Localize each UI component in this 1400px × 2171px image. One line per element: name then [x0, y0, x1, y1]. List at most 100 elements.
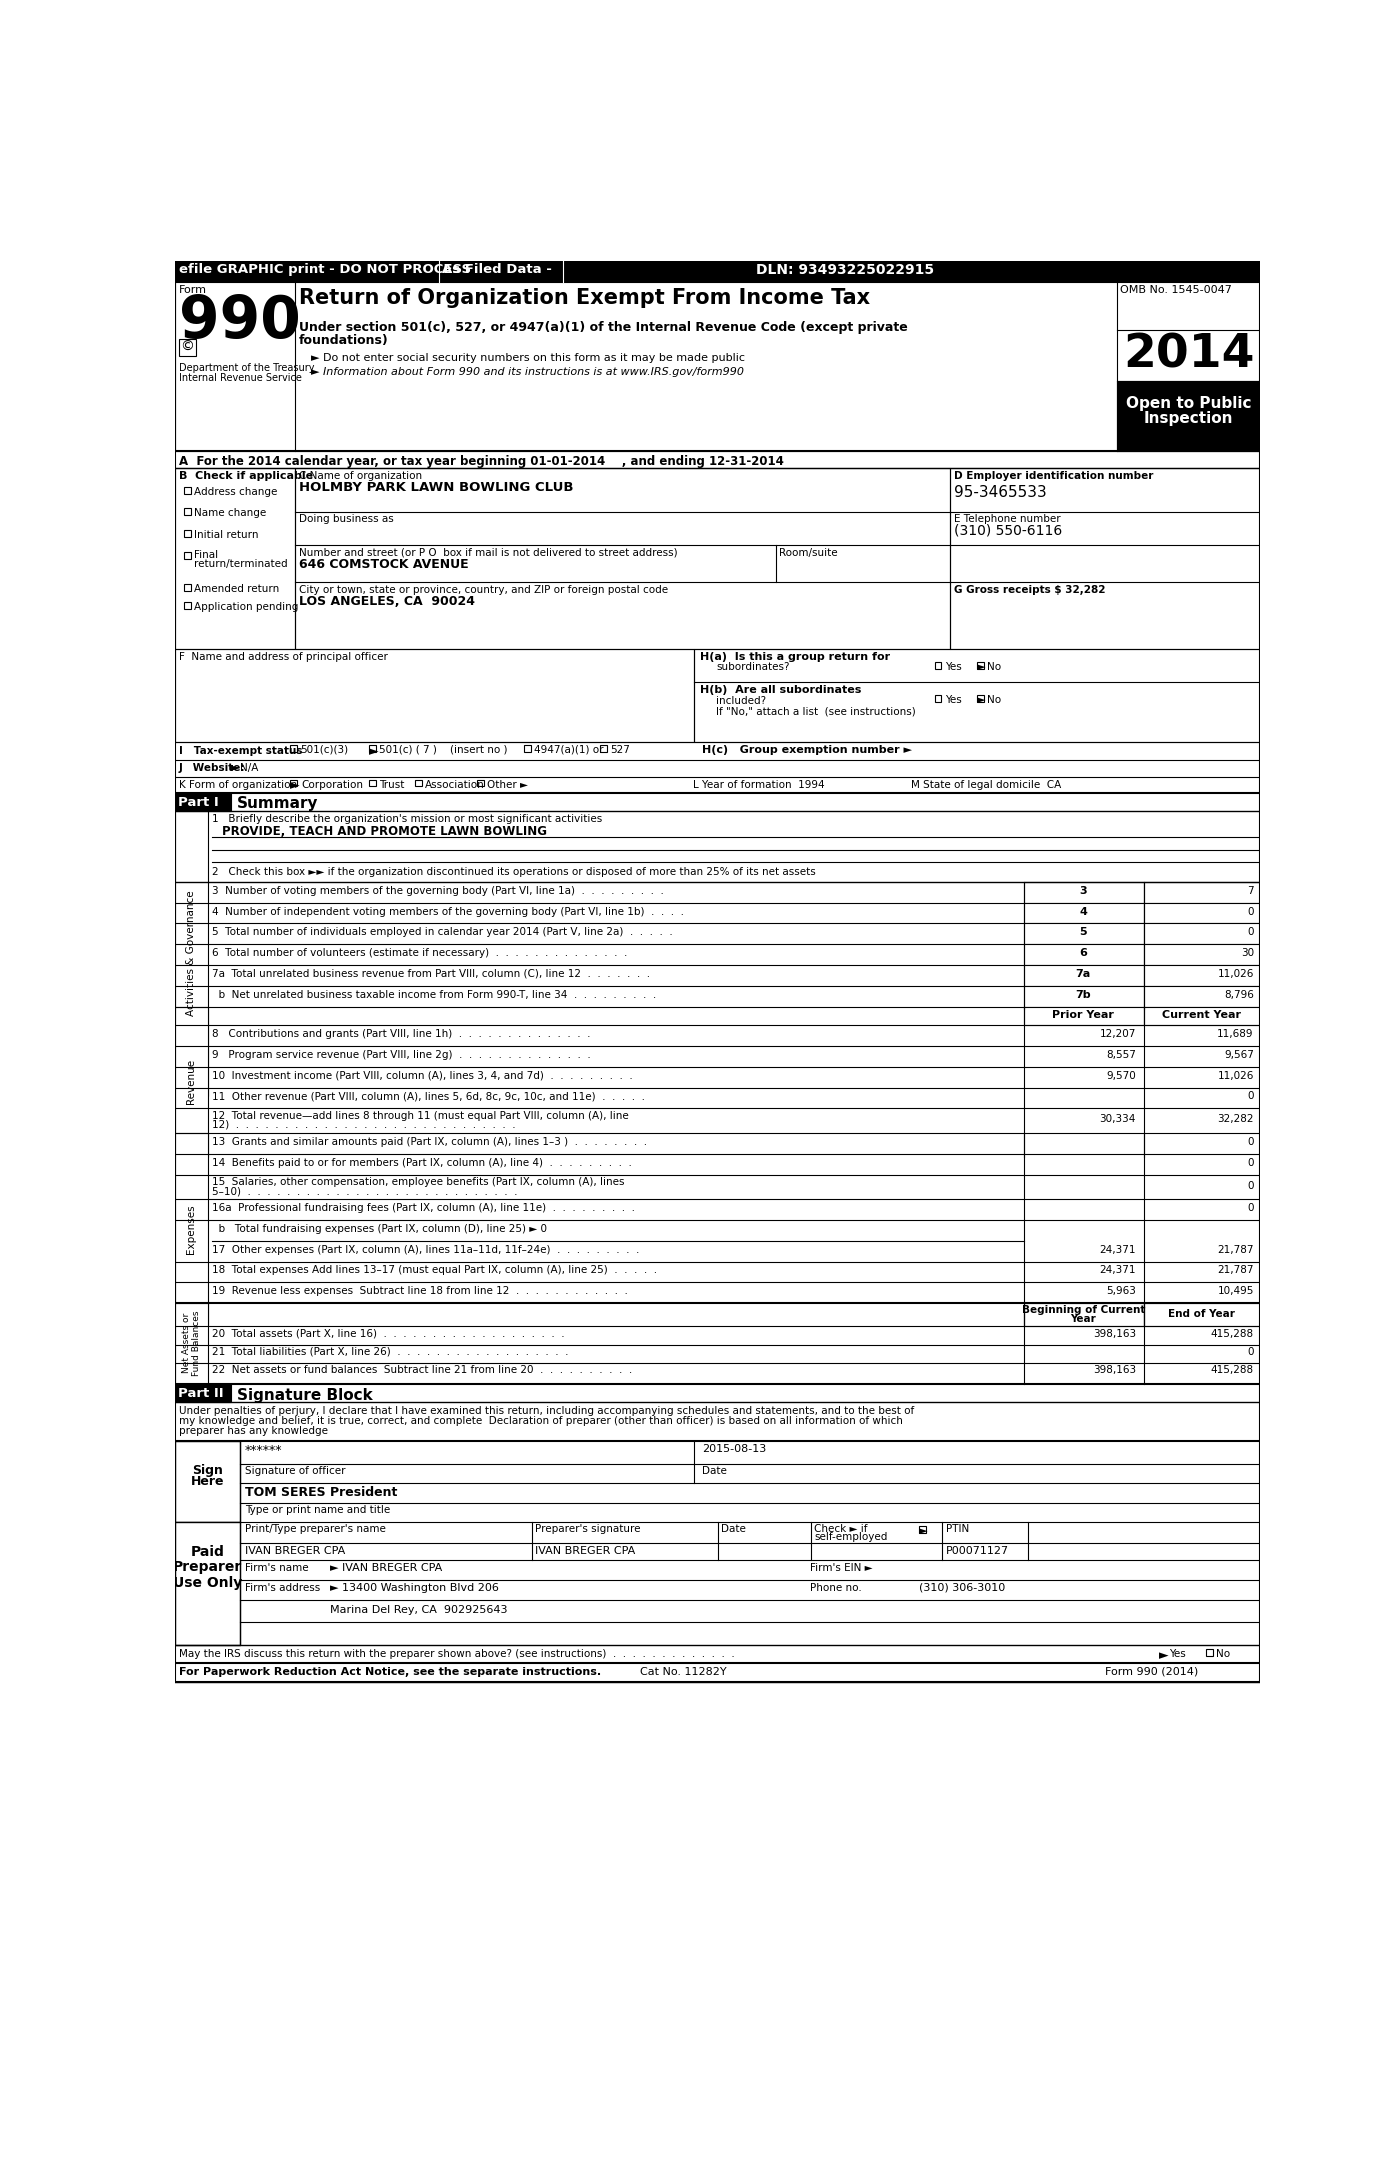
Text: my knowledge and belief, it is true, correct, and complete  Declaration of prepa: my knowledge and belief, it is true, cor… — [179, 1415, 903, 1426]
Text: Preparer's signature: Preparer's signature — [535, 1524, 641, 1535]
Text: 24,371: 24,371 — [1099, 1244, 1135, 1255]
Text: Expenses: Expenses — [186, 1205, 196, 1255]
Text: P00071127: P00071127 — [946, 1546, 1009, 1557]
Text: 30: 30 — [1240, 949, 1254, 957]
Text: preparer has any knowledge: preparer has any knowledge — [179, 1426, 328, 1437]
Text: 12,207: 12,207 — [1099, 1029, 1135, 1040]
Text: H(b)  Are all subordinates: H(b) Are all subordinates — [700, 684, 862, 695]
Bar — [1144, 903, 1260, 923]
Text: Trust: Trust — [379, 779, 405, 790]
Bar — [951, 469, 1260, 649]
Text: Firm's name: Firm's name — [245, 1563, 308, 1572]
Text: included?: included? — [715, 695, 766, 706]
Text: 9   Program service revenue (Part VIII, line 2g)  .  .  .  .  .  .  .  .  .  .  : 9 Program service revenue (Part VIII, li… — [213, 1051, 591, 1059]
Bar — [524, 745, 531, 751]
Text: ►: ► — [918, 1526, 927, 1537]
Text: Marina Del Rey, CA  902925643: Marina Del Rey, CA 902925643 — [330, 1604, 507, 1615]
Text: IVAN BREGER CPA: IVAN BREGER CPA — [245, 1546, 344, 1557]
Text: 0: 0 — [1247, 1092, 1254, 1101]
Bar — [290, 779, 297, 786]
Text: H(c)   Group exemption number ►: H(c) Group exemption number ► — [701, 745, 911, 756]
Text: Form: Form — [179, 284, 207, 295]
Text: 9,567: 9,567 — [1224, 1051, 1254, 1059]
Bar — [1023, 966, 1144, 986]
Text: HOLMBY PARK LAWN BOWLING CLUB: HOLMBY PARK LAWN BOWLING CLUB — [300, 480, 574, 493]
Bar — [175, 469, 295, 649]
Text: return/terminated: return/terminated — [195, 560, 288, 569]
Bar — [1144, 923, 1260, 944]
Text: efile GRAPHIC print - DO NOT PROCESS: efile GRAPHIC print - DO NOT PROCESS — [179, 263, 470, 276]
Text: 9,570: 9,570 — [1106, 1070, 1135, 1081]
Text: No: No — [987, 662, 1001, 671]
Text: 0: 0 — [1247, 1181, 1254, 1190]
Text: ►: ► — [1159, 1648, 1169, 1661]
Text: D Employer identification number: D Employer identification number — [953, 471, 1154, 480]
Bar — [1144, 1007, 1260, 1025]
Text: 0: 0 — [1247, 907, 1254, 916]
Text: ►: ► — [290, 779, 300, 792]
Bar — [175, 649, 694, 742]
Text: Paid: Paid — [190, 1546, 224, 1559]
Text: 8   Contributions and grants (Part VIII, line 1h)  .  .  .  .  .  .  .  .  .  . : 8 Contributions and grants (Part VIII, l… — [213, 1029, 591, 1040]
Text: LOS ANGELES, CA  90024: LOS ANGELES, CA 90024 — [300, 595, 475, 608]
Text: 8,557: 8,557 — [1106, 1051, 1135, 1059]
Text: ►: ► — [977, 662, 986, 671]
Text: 398,163: 398,163 — [1093, 1329, 1135, 1340]
Text: 501(c)(3): 501(c)(3) — [301, 745, 349, 756]
Text: 11,026: 11,026 — [1218, 1070, 1254, 1081]
Bar — [1023, 1303, 1144, 1326]
Bar — [1117, 380, 1260, 452]
Text: Form 990 (2014): Form 990 (2014) — [1105, 1667, 1198, 1676]
Text: ► IVAN BREGER CPA: ► IVAN BREGER CPA — [330, 1563, 442, 1572]
Text: 12)  .  .  .  .  .  .  .  .  .  .  .  .  .  .  .  .  .  .  .  .  .  .  .  .  .  : 12) . . . . . . . . . . . . . . . . . . … — [213, 1120, 515, 1129]
Bar — [1205, 1648, 1212, 1656]
Text: 21,787: 21,787 — [1217, 1244, 1254, 1255]
Text: b   Total fundraising expenses (Part IX, column (D), line 25) ► 0: b Total fundraising expenses (Part IX, c… — [213, 1224, 547, 1233]
Text: 1   Briefly describe the organization's mission or most significant activities: 1 Briefly describe the organization's mi… — [213, 814, 602, 825]
Text: ► 13400 Washington Blvd 206: ► 13400 Washington Blvd 206 — [330, 1583, 498, 1594]
Text: 7a  Total unrelated business revenue from Part VIII, column (C), line 12  .  .  : 7a Total unrelated business revenue from… — [213, 968, 651, 979]
Text: Doing business as: Doing business as — [300, 515, 393, 523]
Text: 0: 0 — [1247, 1138, 1254, 1146]
Text: Current Year: Current Year — [1162, 1010, 1242, 1020]
Text: 3: 3 — [1079, 886, 1088, 897]
Text: Beginning of Current: Beginning of Current — [1022, 1305, 1145, 1316]
Text: ► Do not enter social security numbers on this form as it may be made public: ► Do not enter social security numbers o… — [311, 354, 745, 363]
Text: Under section 501(c), 527, or 4947(a)(1) of the Internal Revenue Code (except pr: Under section 501(c), 527, or 4947(a)(1)… — [300, 321, 907, 334]
Text: No: No — [987, 695, 1001, 706]
Text: Inspection: Inspection — [1144, 412, 1233, 426]
Text: For Paperwork Reduction Act Notice, see the separate instructions.: For Paperwork Reduction Act Notice, see … — [179, 1667, 601, 1676]
Bar — [175, 1007, 207, 1157]
Text: ►: ► — [231, 764, 239, 773]
Text: 0: 0 — [1247, 1346, 1254, 1357]
Text: 6: 6 — [1079, 949, 1088, 957]
Text: 4947(a)(1) or: 4947(a)(1) or — [533, 745, 603, 756]
Text: Amended return: Amended return — [195, 584, 280, 595]
Text: Yes: Yes — [1169, 1648, 1186, 1659]
Bar — [175, 261, 1260, 282]
Text: Association: Association — [426, 779, 484, 790]
Text: 0: 0 — [1247, 1203, 1254, 1214]
Bar — [1023, 923, 1144, 944]
Bar — [175, 1442, 241, 1522]
Bar — [935, 695, 941, 701]
Text: (310) 306-3010: (310) 306-3010 — [918, 1583, 1005, 1594]
Bar — [977, 662, 984, 669]
Text: 646 COMSTOCK AVENUE: 646 COMSTOCK AVENUE — [300, 558, 469, 571]
Text: Sign: Sign — [192, 1463, 223, 1476]
Text: 990: 990 — [179, 293, 301, 350]
Bar — [977, 695, 984, 701]
Text: 398,163: 398,163 — [1093, 1366, 1135, 1376]
Text: Check ► if: Check ► if — [815, 1524, 868, 1535]
Text: F  Name and address of principal officer: F Name and address of principal officer — [179, 651, 388, 662]
Text: Internal Revenue Service: Internal Revenue Service — [179, 373, 302, 382]
Text: Print/Type preparer's name: Print/Type preparer's name — [245, 1524, 385, 1535]
Bar — [175, 1383, 231, 1402]
Text: Revenue: Revenue — [186, 1059, 196, 1103]
Text: Signature Block: Signature Block — [237, 1387, 372, 1402]
Text: 3  Number of voting members of the governing body (Part VI, line 1a)  .  .  .  .: 3 Number of voting members of the govern… — [213, 886, 664, 897]
Text: Department of the Treasury: Department of the Treasury — [179, 363, 315, 373]
Text: E Telephone number: E Telephone number — [953, 515, 1061, 523]
Bar — [1023, 944, 1144, 966]
Text: If "No," attach a list  (see instructions): If "No," attach a list (see instructions… — [715, 706, 916, 716]
